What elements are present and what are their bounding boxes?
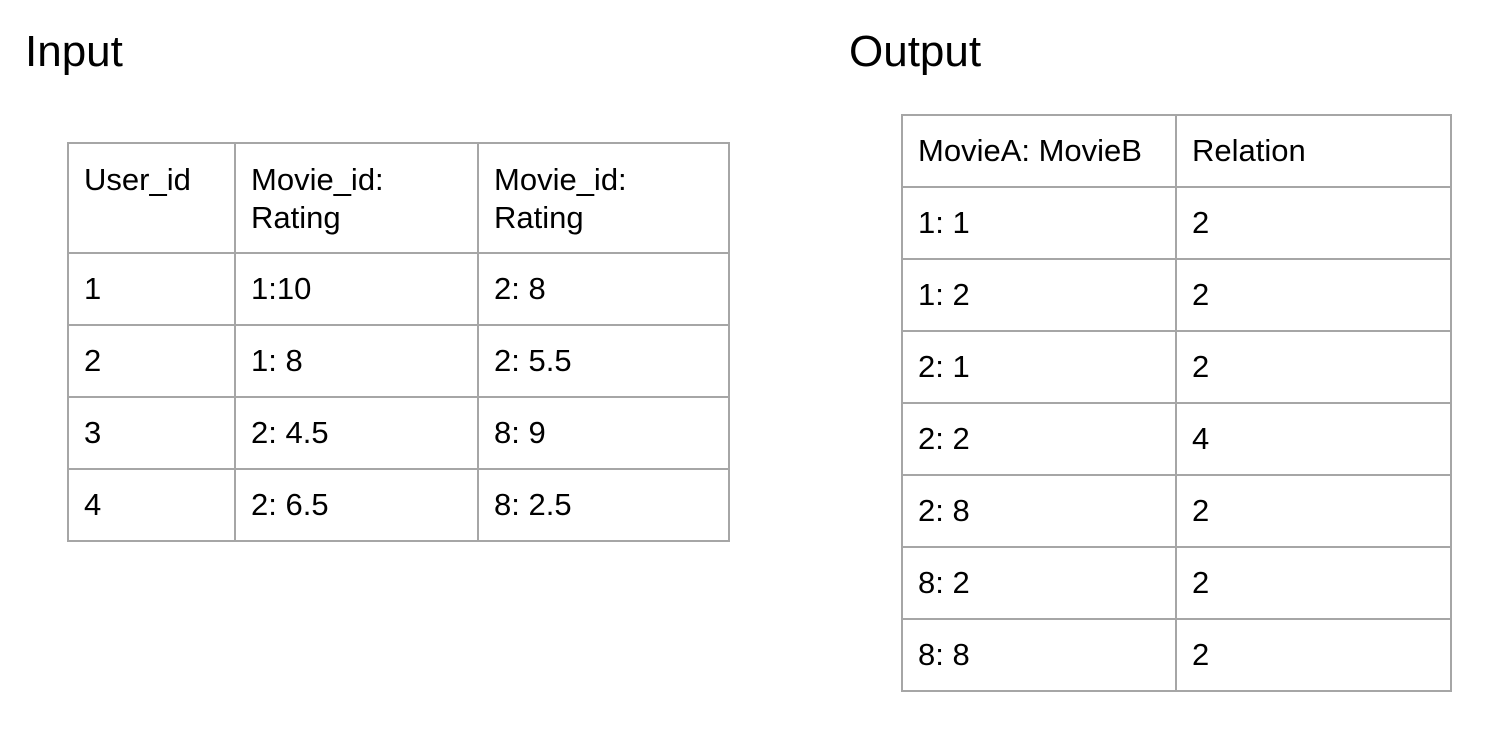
table-cell: 4	[1175, 402, 1452, 476]
table-row: 1: 2 2	[901, 258, 1452, 332]
input-table: User_id Movie_id: Rating Movie_id: Ratin…	[67, 142, 730, 542]
table-cell: 1: 1	[901, 186, 1177, 260]
output-table: MovieA: MovieB Relation 1: 1 2 1: 2 2 2:…	[901, 114, 1452, 692]
table-cell: 2: 8	[901, 474, 1177, 548]
header-text-line1: Movie_id:	[494, 162, 627, 197]
table-cell: 2: 1	[901, 330, 1177, 404]
table-cell: 2: 8	[477, 252, 730, 326]
table-cell: 2: 4.5	[234, 396, 479, 470]
table-cell: 8: 2	[901, 546, 1177, 620]
table-row: 4 2: 6.5 8: 2.5	[67, 468, 730, 542]
input-header-row: User_id Movie_id: Rating Movie_id: Ratin…	[67, 142, 730, 254]
table-cell: 8: 2.5	[477, 468, 730, 542]
table-cell: 1: 8	[234, 324, 479, 398]
table-row: 2: 2 4	[901, 402, 1452, 476]
table-row: 2: 1 2	[901, 330, 1452, 404]
header-cell-relation: Relation	[1175, 114, 1452, 188]
table-row: 1: 1 2	[901, 186, 1452, 260]
input-heading: Input	[25, 27, 123, 76]
table-cell: 2	[67, 324, 236, 398]
table-row: 8: 2 2	[901, 546, 1452, 620]
table-cell: 1:10	[234, 252, 479, 326]
table-cell: 4	[67, 468, 236, 542]
table-cell: 1	[67, 252, 236, 326]
header-text-line1: Movie_id:	[251, 162, 384, 197]
table-cell: 3	[67, 396, 236, 470]
table-cell: 2: 2	[901, 402, 1177, 476]
table-cell: 2	[1175, 474, 1452, 548]
table-row: 8: 8 2	[901, 618, 1452, 692]
table-row: 1 1:10 2: 8	[67, 252, 730, 326]
table-cell: 8: 8	[901, 618, 1177, 692]
table-row: 3 2: 4.5 8: 9	[67, 396, 730, 470]
table-row: 2: 8 2	[901, 474, 1452, 548]
header-text-line2: Rating	[494, 200, 584, 235]
header-cell-movie-pair: MovieA: MovieB	[901, 114, 1177, 188]
header-cell-user-id: User_id	[67, 142, 236, 254]
table-row: 2 1: 8 2: 5.5	[67, 324, 730, 398]
output-heading: Output	[849, 27, 982, 76]
header-text-line2: Rating	[251, 200, 341, 235]
table-cell: 1: 2	[901, 258, 1177, 332]
table-cell: 2	[1175, 618, 1452, 692]
table-cell: 8: 9	[477, 396, 730, 470]
table-cell: 2: 5.5	[477, 324, 730, 398]
table-cell: 2	[1175, 258, 1452, 332]
header-cell-movie-rating-2: Movie_id: Rating	[477, 142, 730, 254]
output-header-row: MovieA: MovieB Relation	[901, 114, 1452, 188]
header-text: User_id	[84, 162, 191, 197]
table-cell: 2: 6.5	[234, 468, 479, 542]
table-cell: 2	[1175, 330, 1452, 404]
table-cell: 2	[1175, 186, 1452, 260]
header-cell-movie-rating-1: Movie_id: Rating	[234, 142, 479, 254]
table-cell: 2	[1175, 546, 1452, 620]
